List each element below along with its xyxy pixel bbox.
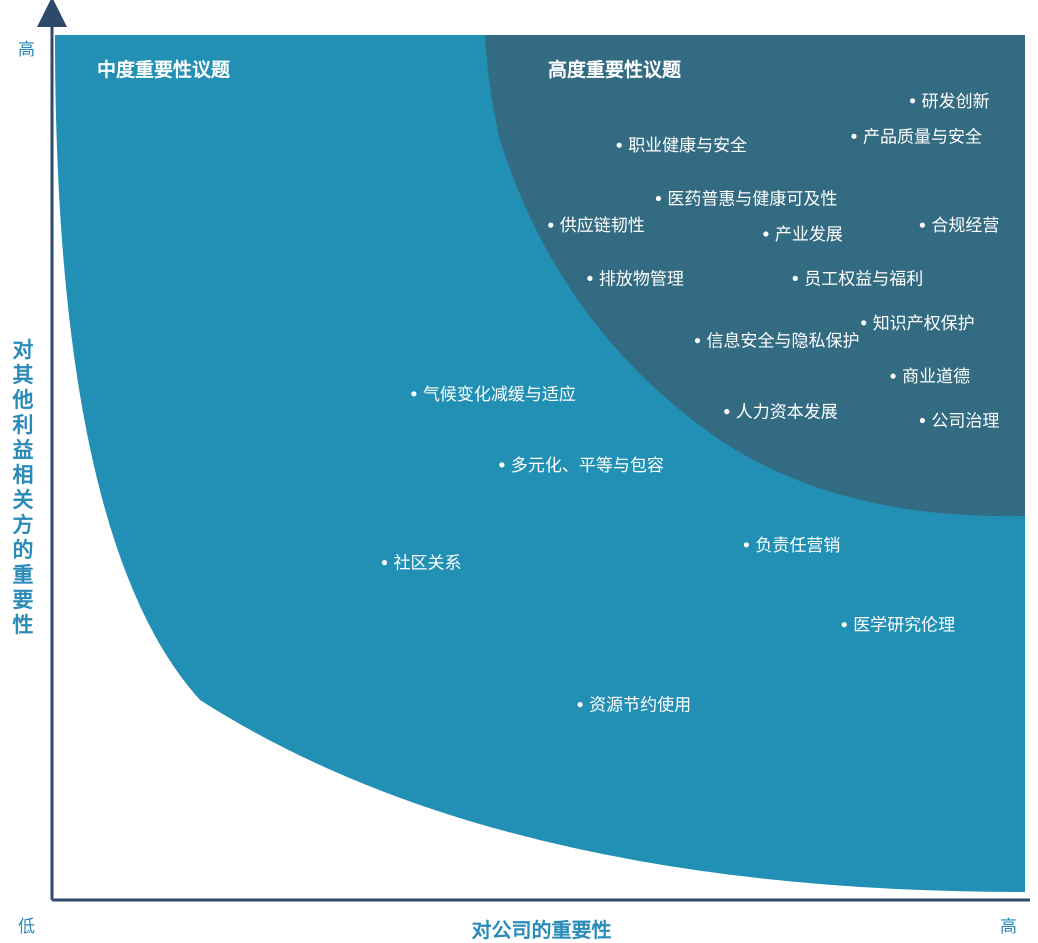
data-point-marker	[577, 702, 583, 708]
data-point-label: 职业健康与安全	[628, 136, 747, 156]
data-point-marker	[587, 275, 593, 281]
region-label-medium: 中度重要性议题	[97, 58, 230, 81]
data-point-marker	[655, 195, 662, 202]
data-point-marker	[851, 133, 857, 139]
data-point-label: 商业道德	[902, 367, 970, 387]
data-point-marker	[381, 560, 388, 566]
data-point-marker	[792, 275, 798, 281]
data-point-marker	[724, 409, 730, 415]
data-point-label: 气候变化减缓与适应	[423, 385, 576, 405]
data-point-marker	[743, 542, 750, 548]
data-point-marker	[890, 373, 896, 379]
data-point-label: 人力资本发展	[736, 403, 838, 423]
data-point-marker	[841, 622, 847, 628]
data-point-label: 医药普惠与健康可及性	[667, 190, 837, 210]
high-importance-region	[485, 35, 1025, 517]
data-point-marker	[910, 98, 916, 104]
data-point-marker	[616, 142, 622, 148]
y-axis-title: 对其他利益相关方的重要性	[12, 338, 34, 637]
data-point-marker	[919, 222, 926, 228]
data-point-label: 供应链韧性	[560, 216, 645, 236]
data-point-label: 研发创新	[922, 92, 990, 112]
data-point-label: 多元化、平等与包容	[511, 456, 664, 476]
data-point-label: 信息安全与隐私保护	[707, 332, 860, 352]
data-point-label: 知识产权保护	[873, 314, 975, 334]
data-point-marker	[763, 231, 769, 237]
data-point-label: 员工权益与福利	[804, 269, 923, 289]
data-point-label: 社区关系	[394, 554, 462, 574]
data-point-marker	[411, 391, 417, 397]
data-point-marker	[499, 462, 505, 468]
data-point-label: 排放物管理	[599, 269, 684, 289]
data-point-label: 医学研究伦理	[853, 616, 955, 636]
x-axis-high-label: 高	[1000, 917, 1017, 937]
y-axis-high-label: 高	[18, 40, 35, 60]
data-point-label: 产品质量与安全	[863, 127, 982, 147]
data-point-label: 产业发展	[775, 225, 843, 245]
data-point-label: 公司治理	[931, 412, 999, 432]
data-point-marker	[861, 320, 867, 326]
data-point-marker	[694, 338, 701, 344]
x-axis-title: 对公司的重要性	[471, 918, 612, 942]
region-label-high: 高度重要性议题	[548, 58, 681, 81]
origin-low-label: 低	[18, 917, 35, 937]
data-point-label: 合规经营	[931, 216, 999, 236]
data-point-label: 负责任营销	[755, 536, 840, 556]
data-point-label: 资源节约使用	[589, 695, 691, 716]
data-point-marker	[919, 417, 926, 424]
data-point-marker	[548, 222, 554, 228]
